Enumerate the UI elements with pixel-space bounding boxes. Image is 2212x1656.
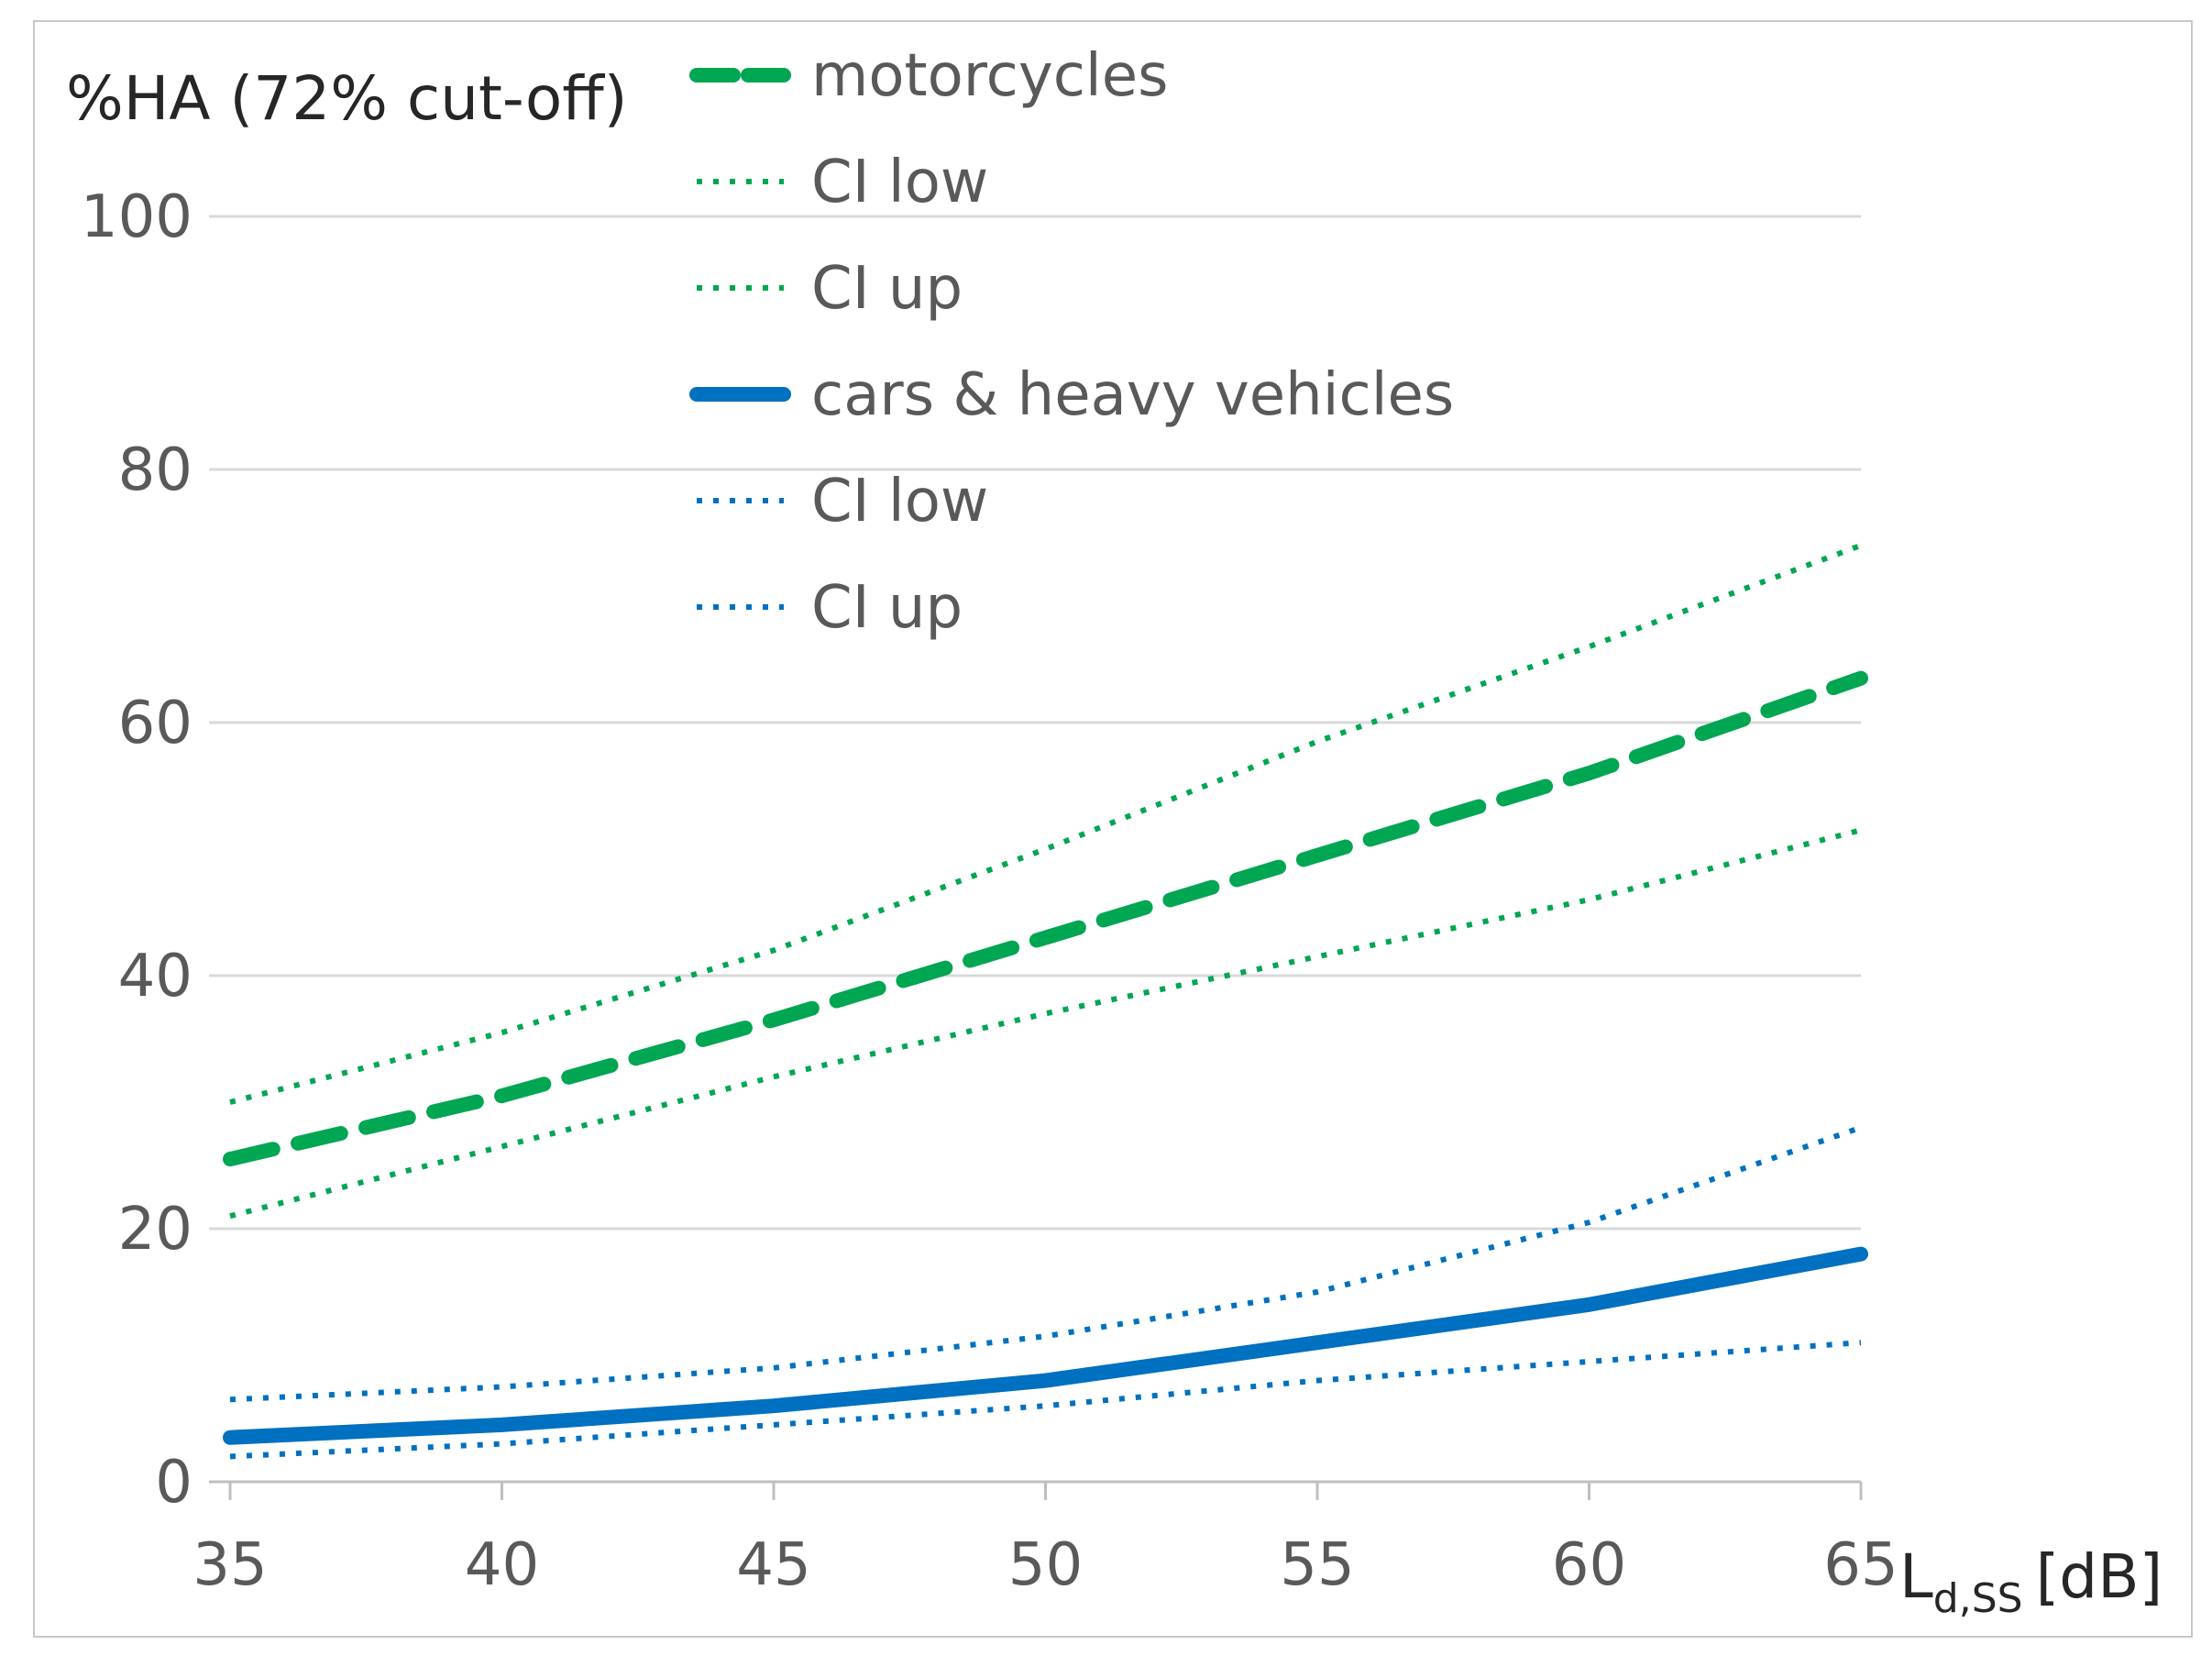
y-axis-ticks: 0 20 40 60 80 100: [81, 183, 193, 1517]
legend-label: cars & heavy vehicles: [811, 361, 1454, 429]
series-line-5: [229, 1124, 1862, 1403]
x-tick-label: 60: [1552, 1531, 1626, 1599]
x-tick-label: 55: [1280, 1531, 1354, 1599]
x-axis-label-subscript: d,SS: [1933, 1575, 2023, 1622]
x-axis-ticks: 35 40 45 50 55 60 65: [193, 1531, 1898, 1599]
x-tick-label: 45: [736, 1531, 810, 1599]
y-tick-label: 0: [155, 1449, 193, 1517]
series-line-3: [223, 1246, 1868, 1445]
series-line-4: [229, 1340, 1862, 1460]
y-tick-label: 40: [118, 943, 193, 1010]
y-tick-label: 60: [118, 690, 193, 757]
y-axis-label: %HA (72% cut-off): [66, 63, 628, 134]
legend-label: CI low: [811, 468, 988, 535]
legend-label: CI low: [811, 149, 988, 216]
series-line-0: [223, 670, 1868, 1167]
gridlines: [209, 215, 1863, 1500]
y-tick-label: 20: [118, 1196, 193, 1264]
legend-label: CI up: [811, 574, 963, 642]
legend-label: motorcycles: [811, 42, 1168, 110]
x-axis-label-unit: [dB]: [2036, 1541, 2163, 1612]
x-tick-label: 65: [1823, 1531, 1898, 1599]
series-lines: [223, 542, 1868, 1460]
series-line-1: [229, 827, 1862, 1220]
x-tick-label: 35: [193, 1531, 267, 1599]
x-axis-label-main: L: [1899, 1541, 1933, 1612]
y-tick-label: 100: [81, 183, 193, 251]
y-tick-label: 80: [118, 436, 193, 504]
legend: motorcycles CI low CI up cars & heavy vehic…: [689, 42, 1454, 642]
x-axis-label: Ld,SS [dB]: [1899, 1541, 2162, 1622]
legend-label: CI up: [811, 255, 963, 323]
x-tick-label: 40: [465, 1531, 539, 1599]
x-tick-label: 50: [1008, 1531, 1083, 1599]
series-line-2: [229, 542, 1863, 1105]
